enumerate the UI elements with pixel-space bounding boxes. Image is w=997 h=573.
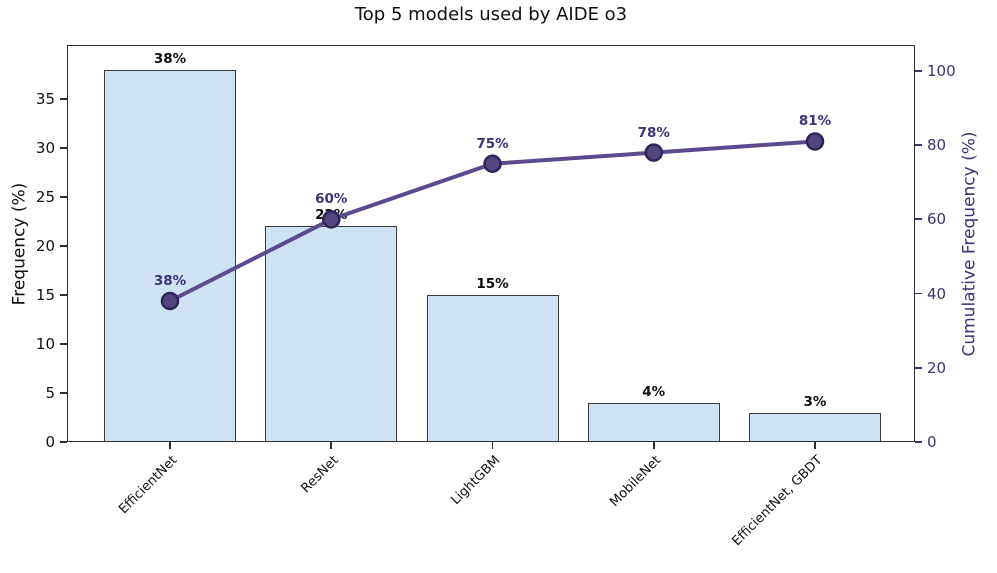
x-axis-tick [169,442,171,449]
left-axis-tick-label: 25 [35,187,55,206]
left-axis-tick [60,98,67,100]
bar-EfficientNet [104,69,236,442]
bar-ResNet [265,226,398,442]
cumulative-value-label: 60% [315,191,348,208]
left-axis-tick-label: 10 [35,334,55,353]
cumulative-value-label: 81% [798,113,832,130]
right-axis-tick-label: 80 [927,136,947,155]
bar-value-label: 3% [803,393,827,410]
cumulative-marker [322,210,341,229]
x-category-label: MobileNet [607,453,665,510]
right-axis-tick [915,441,922,443]
left-axis-tick-label: 20 [35,236,55,255]
right-axis-title-wrap: Cumulative Frequency (%) [946,45,994,442]
x-category-label: EfficientNet, GBDT [729,453,826,550]
cumulative-marker [160,291,180,311]
right-axis-tick-label: 100 [927,61,956,80]
right-axis-tick-label: 0 [927,433,937,451]
left-axis-tick-label: 35 [35,89,55,108]
right-axis-tick-label: 20 [927,358,947,377]
bar-value-label: 4% [642,383,666,400]
cumulative-marker [805,132,825,151]
bar-value-label: 38% [153,50,187,67]
right-axis-tick [915,292,922,295]
bar-EfficientNet, GBDT [749,412,881,442]
x-axis-tick [814,442,816,449]
bar-LightGBM [426,294,559,442]
x-category-label: ResNet [298,453,342,497]
bar-value-label: 15% [476,275,509,292]
x-category-label: EfficientNet [116,453,181,518]
x-category-label: LightGBM [448,453,504,508]
plot-area: 38%22%15%4%3%38%60%75%78%81% [67,45,915,442]
right-axis-tick [915,218,922,221]
left-axis-tick [60,441,67,443]
right-axis-tick [915,144,922,147]
x-axis-tick [491,442,494,449]
left-axis-tick-label: 15 [35,285,55,304]
cumulative-marker [644,143,663,162]
right-axis-tick [915,70,922,72]
cumulative-marker [483,154,502,173]
x-axis-tick [652,442,655,449]
left-axis-tick-label: 5 [45,383,55,402]
left-axis-tick [60,196,67,198]
cumulative-value-label: 78% [637,124,670,141]
right-axis-title: Cumulative Frequency (%) [960,130,981,357]
left-axis-tick-label: 0 [45,433,55,451]
left-axis-tick [60,147,67,149]
left-axis-tick [60,245,67,247]
right-axis-tick [915,366,922,369]
left-axis-title: Frequency (%) [9,182,29,305]
left-axis-tick [60,294,67,296]
left-axis-tick [60,392,67,394]
left-axis-title-wrap: Frequency (%) [0,45,38,442]
cumulative-line-layer [160,132,825,311]
left-axis-tick [60,343,67,345]
left-axis-tick-label: 30 [35,138,55,157]
chart-title: Top 5 models used by AIDE o3 [354,4,628,25]
x-axis-tick [330,442,333,449]
cumulative-value-label: 38% [153,273,187,289]
cumulative-value-label: 75% [476,135,509,152]
right-axis-tick-label: 60 [927,210,947,229]
right-axis-tick-label: 40 [927,284,947,303]
